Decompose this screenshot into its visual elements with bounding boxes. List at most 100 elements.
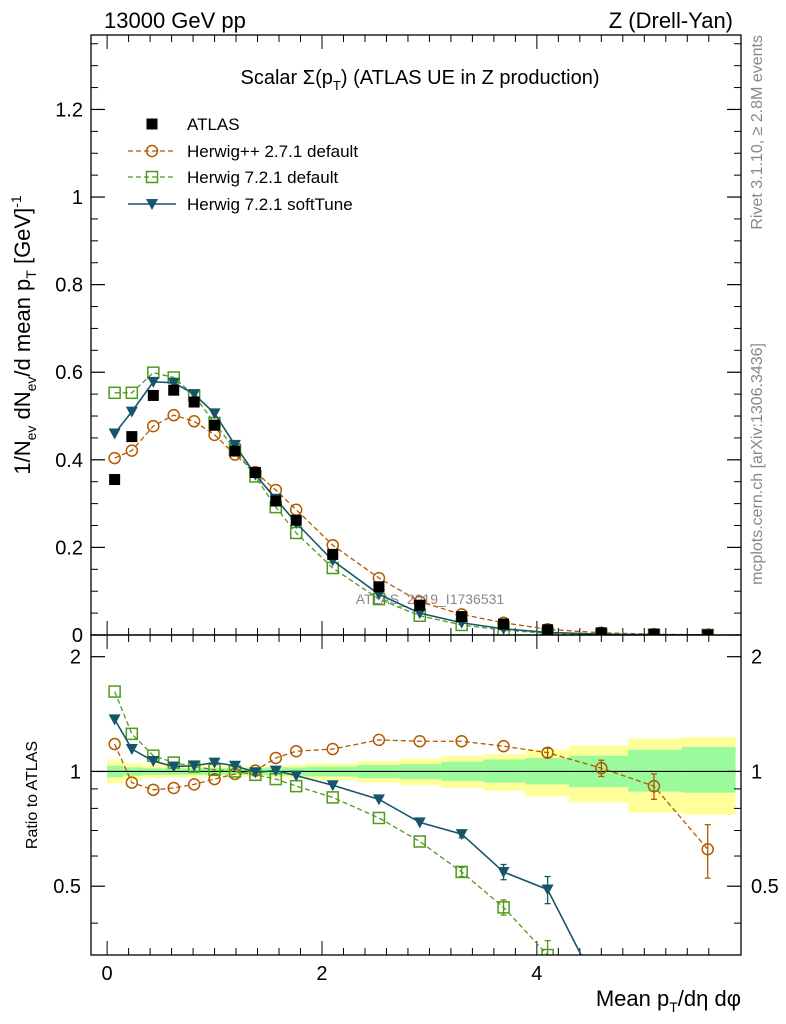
ratio-point <box>326 780 339 792</box>
ratio-point <box>167 781 180 795</box>
legend-marker <box>145 144 159 158</box>
statistical-band-segment <box>628 749 682 792</box>
legend: ATLAS Herwig++ 2.7.1 default Herwig 7.2.1 … <box>128 115 358 214</box>
ratio-point <box>647 779 661 793</box>
ratio-point <box>541 884 554 896</box>
ratio-point <box>290 770 303 782</box>
y-tick-label: 0 <box>72 625 83 647</box>
x-tick-label: 2 <box>316 963 327 985</box>
title-text: Scalar Σ(p <box>241 67 333 89</box>
data-point <box>327 548 339 560</box>
ratio-point <box>413 735 427 748</box>
y-tick-label: 0.6 <box>55 362 83 384</box>
data-point <box>648 628 660 635</box>
header-energy-label: 13000 GeV pp <box>104 8 246 33</box>
data-point <box>229 445 241 457</box>
y-tick-label: 0.2 <box>55 537 83 559</box>
main-series-layer <box>108 366 714 635</box>
legend-label: ATLAS <box>187 115 240 134</box>
data-point <box>209 419 221 431</box>
data-point <box>167 377 180 389</box>
data-point <box>249 467 261 479</box>
data-point <box>147 419 160 433</box>
y-tick-label: 0.4 <box>55 450 83 472</box>
y-label-part: dN <box>10 391 35 425</box>
ratio-y-tick-label-right: 2 <box>751 647 762 669</box>
ratio-frame <box>90 634 742 956</box>
data-point <box>187 415 201 428</box>
ratio-point <box>108 737 121 751</box>
x-tick-label: 0 <box>102 963 113 985</box>
data-point <box>147 376 160 388</box>
legend-entry-herwig-7-2-1-softtune: Herwig 7.2.1 softTune <box>128 195 353 214</box>
ratio-y-tick-label-right: 1 <box>751 761 762 783</box>
ratio-point <box>228 760 241 772</box>
header-process-label: Z (Drell-Yan) <box>609 8 733 33</box>
data-point <box>270 495 282 507</box>
ratio-point <box>497 866 510 878</box>
data-point <box>168 384 180 396</box>
data-point <box>228 439 241 451</box>
ratio-point <box>147 756 160 768</box>
title-subscript: T <box>333 78 341 93</box>
x-label-subscript: T <box>669 999 678 1015</box>
legend-entry-herwig-2-7-1-default: Herwig++ 2.7.1 default <box>128 142 358 161</box>
ratio-point <box>125 727 139 741</box>
data-point <box>108 451 121 465</box>
x-axis-label: Mean pT/dη dφ <box>596 986 741 1015</box>
ratio-point <box>497 739 510 753</box>
ratio-point <box>372 811 386 825</box>
ratio-point <box>147 783 160 797</box>
legend-entry-herwig-7-2-1-default: Herwig 7.2.1 default <box>128 168 338 187</box>
data-point <box>413 608 426 620</box>
legend-label: Herwig 7.2.1 softTune <box>187 195 353 214</box>
y-label-part: ev <box>23 377 39 392</box>
ratio-point <box>326 742 339 756</box>
data-point <box>126 431 138 443</box>
ratio-point <box>108 714 121 726</box>
ratio-point <box>413 835 427 848</box>
y-label-part: T <box>23 270 39 279</box>
ratio-point <box>541 948 554 955</box>
ratio-point <box>208 757 221 769</box>
ratio-y-tick-label: 1 <box>70 761 81 783</box>
y-label-part: 1/N <box>10 440 35 474</box>
ratio-point <box>269 751 283 765</box>
title-text-end: ) (ATLAS UE in Z production) <box>341 67 600 89</box>
data-point <box>373 581 385 593</box>
ratio-y-tick-label: 2 <box>70 647 81 669</box>
ratio-point <box>167 761 180 773</box>
ratio-series-line <box>114 691 549 955</box>
ratio-point <box>497 901 510 914</box>
data-point <box>125 406 138 418</box>
data-point <box>456 611 468 623</box>
data-point <box>595 627 607 635</box>
ratio-point <box>326 791 339 804</box>
series-atlas <box>109 384 714 635</box>
ratio-series-layer <box>108 685 714 955</box>
chart-title: Scalar Σ(pT) (ATLAS UE in Z production) <box>241 67 600 93</box>
ratio-point <box>208 772 221 786</box>
ratio-point <box>289 744 303 758</box>
ratio-point <box>455 735 468 748</box>
data-point <box>414 599 426 611</box>
ratio-point <box>269 765 282 777</box>
mcplots-reference-label: mcplots.cern.ch [arXiv:1306.3436] <box>749 343 766 585</box>
ratio-point <box>187 778 201 791</box>
rivet-version-label: Rivet 3.1.10, ≥ 2.8M events <box>749 35 766 230</box>
legend-marker <box>146 199 158 210</box>
y-label-part: ev <box>23 426 39 441</box>
ratio-axes: 0.5 0.5 1 1 2 2 0 2 4 <box>53 635 779 985</box>
data-point <box>125 386 139 400</box>
data-point <box>147 389 159 401</box>
x-label-part: /dη dφ <box>678 986 741 1011</box>
analysis-watermark: ATLAS_2019_I1736531 <box>356 591 505 607</box>
legend-marker <box>146 118 158 130</box>
ratio-series-herwig-7-2-1-default <box>108 685 554 955</box>
y-tick-label: 1.2 <box>55 99 83 121</box>
ratio-point <box>541 746 554 759</box>
data-point <box>167 408 180 422</box>
data-point <box>498 618 510 630</box>
data-point <box>108 386 121 400</box>
main-y-axis-label: 1/Nev dNev/d mean pT [GeV]-1 <box>8 195 39 475</box>
